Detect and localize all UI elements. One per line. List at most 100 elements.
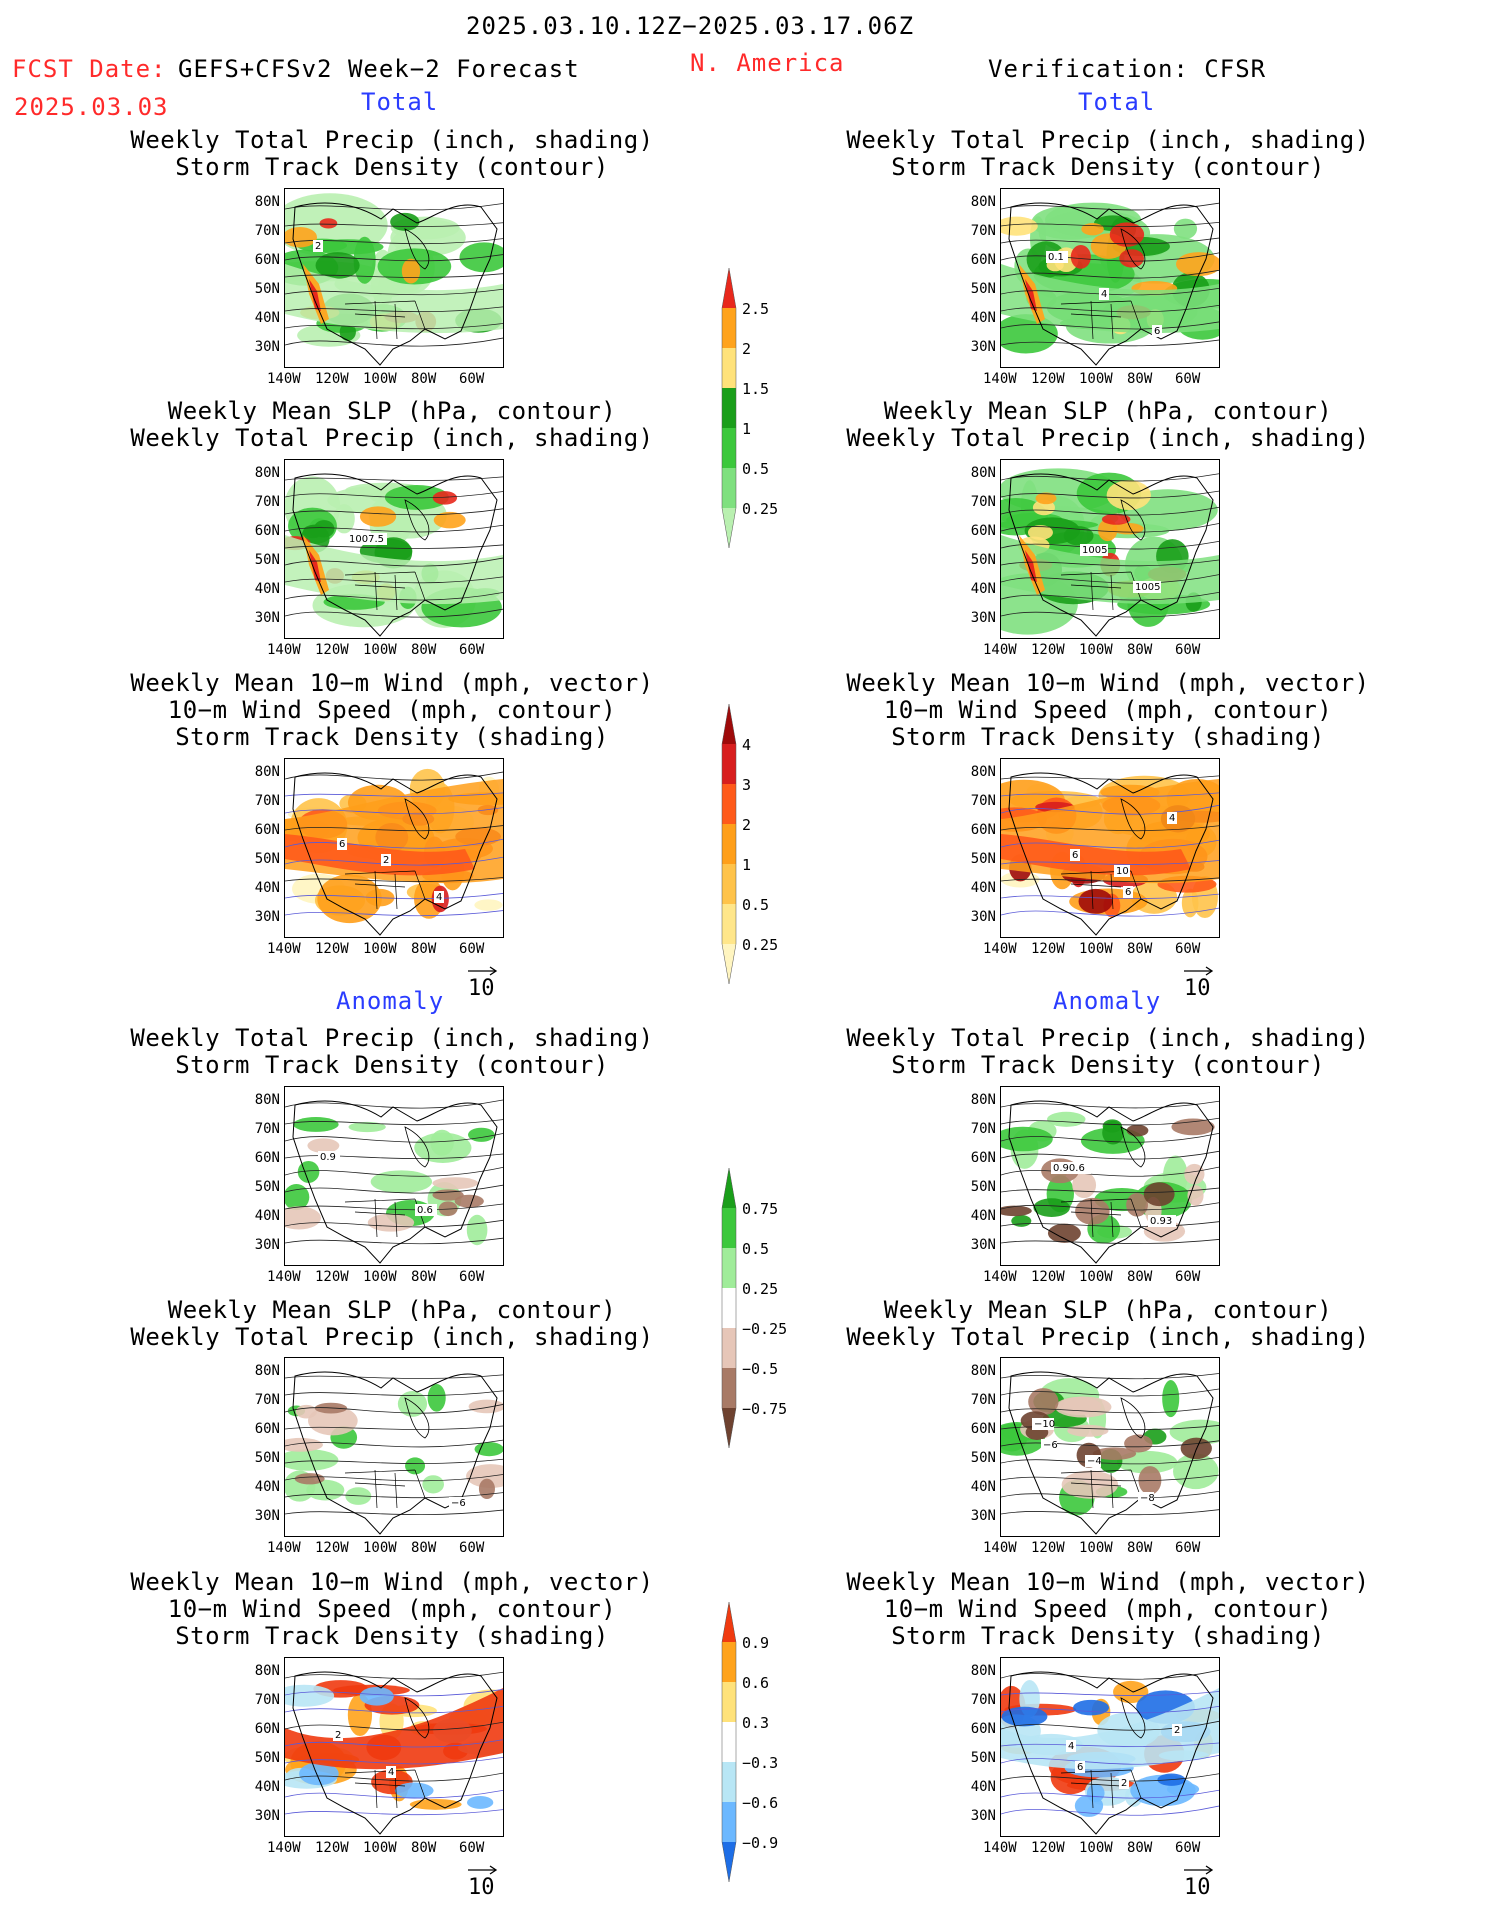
svg-text:2: 2 xyxy=(315,241,321,252)
contour-line xyxy=(285,1492,503,1499)
lat-tick-label: 60N xyxy=(254,1150,280,1166)
shading-blob xyxy=(1047,1111,1086,1127)
shading-band xyxy=(1025,550,1037,582)
lat-tick-label: 70N xyxy=(254,223,280,239)
shading-blob xyxy=(285,1206,321,1230)
svg-text:1007.5: 1007.5 xyxy=(349,534,384,545)
contour-line xyxy=(285,1184,503,1194)
lat-tick-label: 50N xyxy=(254,281,280,297)
shading-band xyxy=(285,264,503,334)
shading-blob xyxy=(1011,1214,1032,1227)
hudson-bay xyxy=(1120,228,1146,270)
state-borders xyxy=(344,1769,426,1809)
svg-text:6: 6 xyxy=(339,839,345,850)
contour-line xyxy=(285,1671,503,1680)
shading-blob xyxy=(1102,1120,1124,1145)
lat-tick-label: 80N xyxy=(254,1092,280,1108)
contour-line xyxy=(285,476,503,481)
contour-line xyxy=(1001,1150,1219,1160)
contour-label: 1005 xyxy=(1133,581,1161,593)
colorbar-segment xyxy=(722,864,736,904)
lat-tick-label: 80N xyxy=(254,1663,280,1679)
colorbar-precip-total xyxy=(721,268,737,549)
contour-label: 0.90.6 xyxy=(1051,1162,1091,1174)
lat-tick-label: 80N xyxy=(970,1363,996,1379)
contour-line xyxy=(285,1809,503,1816)
contour-line xyxy=(1001,202,1219,211)
lon-tick-label: 60W xyxy=(459,1840,485,1856)
svg-text:0.6: 0.6 xyxy=(417,1205,433,1216)
colorbar-tick-label: 0.75 xyxy=(742,1200,779,1218)
coastline xyxy=(1008,473,1214,637)
svg-text:1005: 1005 xyxy=(1135,582,1160,593)
lon-tick-label: 80W xyxy=(1127,1840,1153,1856)
shading-blob xyxy=(1075,1197,1110,1225)
colorbar-tick-label: 0.9 xyxy=(742,1634,770,1652)
shading-blob xyxy=(474,899,503,911)
shading-blob xyxy=(468,1399,503,1414)
contour-line xyxy=(285,1390,503,1397)
contour-label: 0.93 xyxy=(1148,1215,1176,1227)
lon-tick-label: 120W xyxy=(1031,941,1065,957)
contour-line xyxy=(285,323,503,330)
contour-line xyxy=(1001,1425,1219,1430)
title-line: Weekly Mean SLP (hPa, contour) xyxy=(883,1296,1333,1324)
shading-blob xyxy=(285,1437,323,1452)
colorbar-segment xyxy=(722,1682,736,1722)
contour-line xyxy=(285,203,503,211)
contour-line xyxy=(1001,1754,1219,1765)
colorbar-top-triangle xyxy=(722,704,736,744)
colorbar-tick-label: 1 xyxy=(742,420,752,438)
svg-text:4: 4 xyxy=(1169,813,1175,824)
contour-line xyxy=(285,792,503,797)
lon-tick-label: 100W xyxy=(1079,1540,1113,1556)
hudson-bay xyxy=(1120,798,1146,840)
colorbar-segment xyxy=(722,308,736,348)
state-borders xyxy=(344,571,426,611)
colorbar-outline xyxy=(721,704,737,985)
fcst-label: FCST Date: xyxy=(12,55,167,83)
lat-tick-label: 40N xyxy=(254,1779,280,1795)
vector-reference: 10 xyxy=(1184,966,1214,1001)
map-obs-total-wind: 10 4 6 6 xyxy=(1000,758,1220,938)
title-obs-anom-precip: Weekly Total Precip (inch, shading) Storm… xyxy=(808,1025,1408,1079)
lon-tick-label: 60W xyxy=(1175,1540,1201,1556)
contour-line xyxy=(285,524,503,533)
lat-tick-label: 30N xyxy=(970,339,996,355)
lat-tick-label: 50N xyxy=(254,1750,280,1766)
lat-tick-label: 60N xyxy=(970,523,996,539)
hudson-bay xyxy=(1120,1126,1146,1168)
svg-text:2: 2 xyxy=(1121,1778,1127,1789)
contour-line xyxy=(285,1721,503,1731)
lon-tick-label: 80W xyxy=(1127,941,1153,957)
coastline xyxy=(292,202,498,366)
shading-blob xyxy=(1166,1782,1200,1796)
contour-line xyxy=(285,1425,503,1430)
contour-line xyxy=(1001,792,1219,797)
lon-tick-label: 60W xyxy=(1175,1269,1201,1285)
lat-tick-label: 30N xyxy=(254,339,280,355)
colorbar-segment xyxy=(722,1802,736,1842)
shading-blob xyxy=(397,1391,428,1417)
shading-blob xyxy=(466,1214,488,1246)
contour-line xyxy=(1001,1773,1219,1782)
contour-line xyxy=(1001,1705,1219,1714)
title-line: Weekly Mean 10−m Wind (mph, vector) xyxy=(846,1568,1370,1596)
shading-blob xyxy=(299,1762,339,1786)
contour-line xyxy=(1001,1373,1219,1380)
contour-line xyxy=(285,825,503,832)
title-obs-anom-slp: Weekly Mean SLP (hPa, contour) Weekly Tot… xyxy=(808,1297,1408,1351)
shading-blob xyxy=(348,1121,386,1133)
lon-tick-label: 100W xyxy=(1079,1840,1113,1856)
lat-tick-label: 30N xyxy=(970,1508,996,1524)
contour-label: 2 xyxy=(313,240,323,252)
coastline xyxy=(292,1100,498,1264)
contour-label: 4 xyxy=(386,1766,396,1778)
shading-blob xyxy=(478,1478,495,1500)
colorbar-segment xyxy=(722,1208,736,1248)
state-borders xyxy=(344,300,426,340)
shading-blob xyxy=(405,1457,426,1475)
shading-blob xyxy=(394,1782,434,1799)
contour-label: 2 xyxy=(333,1729,343,1741)
shading-blob xyxy=(293,1117,339,1132)
